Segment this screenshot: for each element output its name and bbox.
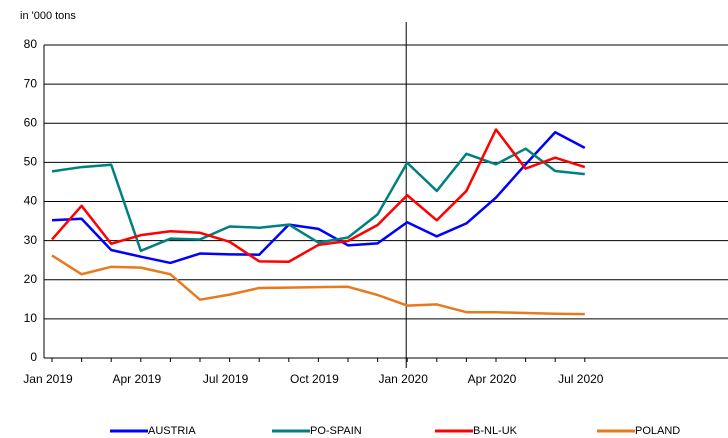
legend-label: PO-SPAIN [310, 425, 362, 437]
x-tick-label: Oct 2019 [290, 372, 339, 386]
y-tick-label: 20 [24, 272, 38, 286]
y-tick-label: 10 [24, 311, 38, 325]
x-tick-label: Apr 2020 [468, 372, 517, 386]
legend-label: B-NL-UK [473, 425, 518, 437]
legend-label: AUSTRIA [148, 425, 196, 437]
y-axis-label: in '000 tons [20, 10, 76, 22]
x-tick-label: Jan 2020 [379, 372, 429, 386]
legend-label: POLAND [635, 425, 680, 437]
x-tick-label: Jul 2020 [558, 372, 604, 386]
series-line [51, 128, 586, 264]
series-line [51, 130, 586, 265]
series-line [51, 254, 585, 316]
y-tick-label: 70 [24, 76, 38, 90]
y-tick-label: 30 [24, 233, 38, 247]
y-tick-label: 80 [24, 37, 38, 51]
x-tick-label: Apr 2019 [112, 372, 161, 386]
y-tick-label: 50 [24, 155, 38, 169]
x-tick-label: Jan 2019 [23, 372, 73, 386]
y-tick-label: 0 [30, 350, 37, 364]
series-line [51, 147, 585, 253]
y-tick-label: 60 [24, 115, 38, 129]
x-tick-label: Jul 2019 [203, 372, 249, 386]
y-tick-label: 40 [24, 194, 38, 208]
